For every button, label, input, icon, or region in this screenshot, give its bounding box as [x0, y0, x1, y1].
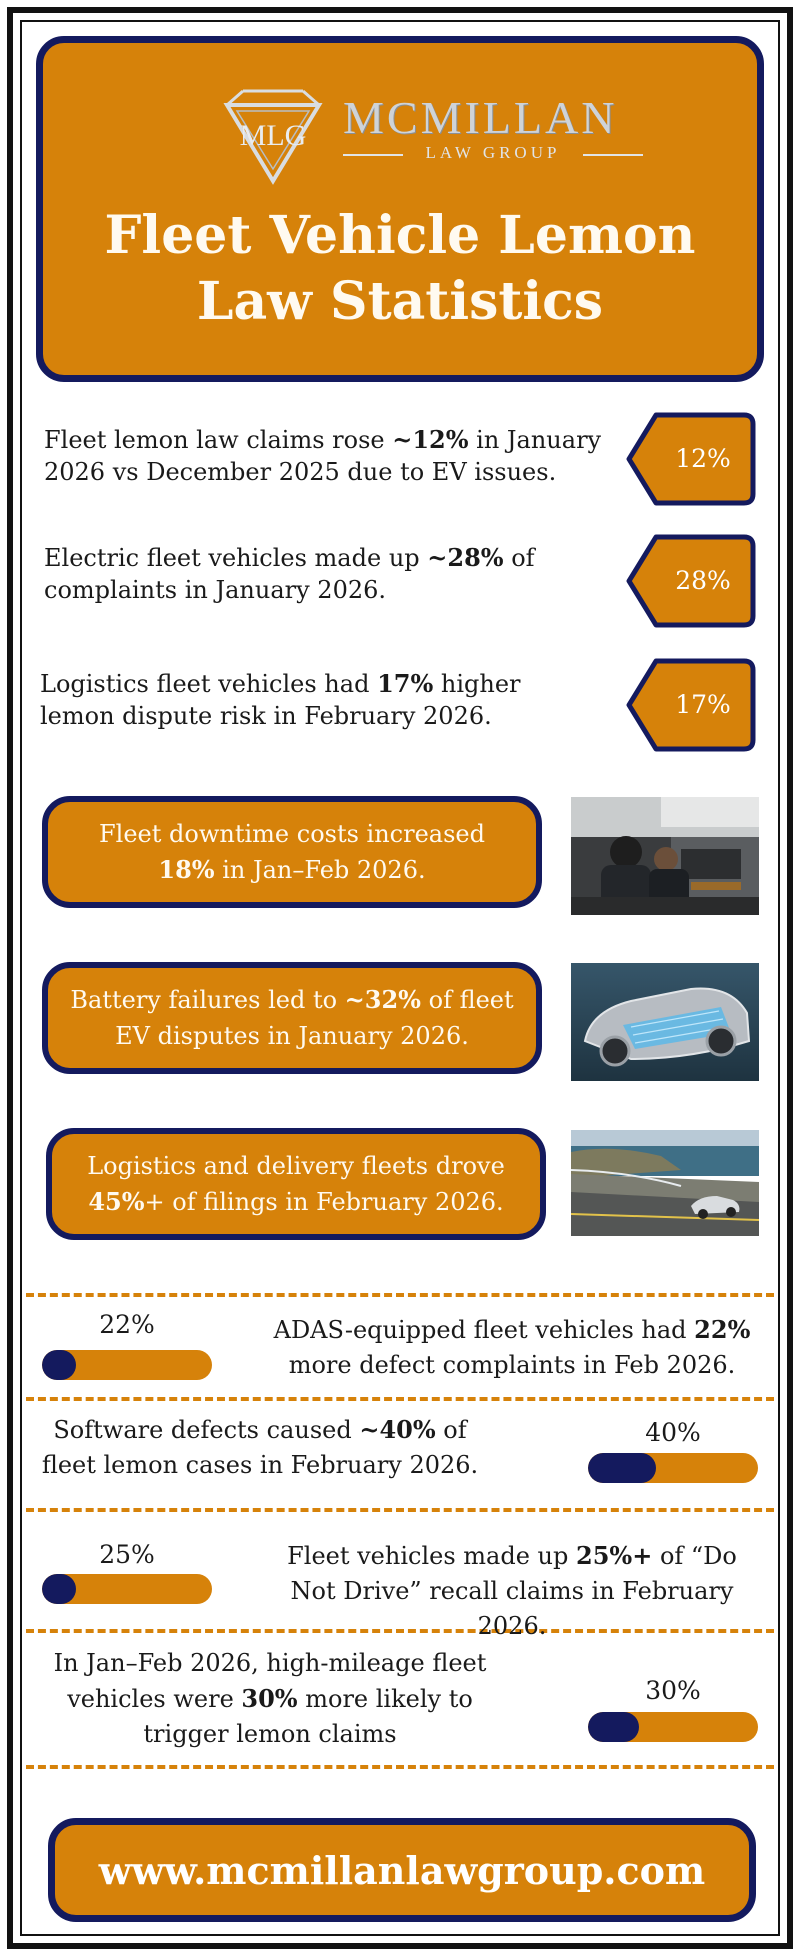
logo-divider-right — [583, 154, 643, 156]
stat-text-post: in January 2026 vs December 2025 due to … — [44, 426, 602, 486]
progress-bar — [588, 1712, 758, 1742]
bar-percent-label: 40% — [645, 1418, 701, 1447]
stat-row: Electric fleet vehicles made up ~28% of … — [40, 534, 780, 628]
tag-value: 17% — [675, 690, 731, 719]
inner-frame — [20, 20, 780, 1936]
title-line-1: Fleet Vehicle Lemon — [104, 205, 696, 266]
percent-tag: 28% — [626, 534, 756, 628]
pill-text-post: of fleet EV disputes in January 2026. — [115, 986, 514, 1050]
pill-text-bold: ~32% — [344, 985, 421, 1014]
pill-text-post: + of filings in February 2026. — [144, 1188, 504, 1216]
ev-battery-photo — [571, 963, 759, 1081]
progress-bar-fill — [588, 1712, 639, 1742]
pill-text-pre: Fleet downtime costs increased — [99, 820, 485, 848]
pill-text-bold: 18% — [158, 855, 215, 884]
stat-text-post: higher lemon dispute risk in February 20… — [40, 670, 521, 730]
stat-text: Electric fleet vehicles made up ~28% of … — [44, 542, 604, 606]
bar-percent-label: 30% — [645, 1676, 701, 1705]
outer-frame — [7, 7, 793, 1949]
divider — [26, 1397, 774, 1401]
divider — [26, 1765, 774, 1769]
progress-bar — [42, 1574, 212, 1604]
stat-text: Logistics fleet vehicles had 17% higher … — [40, 668, 600, 732]
bar-text-post: more defect complaints in Feb 2026. — [288, 1351, 736, 1379]
bar-text-post: more likely to trigger lemon claims — [143, 1685, 473, 1748]
stat-text-bold: 17% — [377, 669, 434, 698]
stat-text-pre: Logistics fleet vehicles had — [40, 670, 378, 698]
bar-text-post: of fleet lemon cases in February 2026. — [41, 1416, 479, 1479]
progress-bar-fill — [42, 1574, 76, 1604]
tag-value: 12% — [675, 444, 731, 473]
bar-stat-text: In Jan–Feb 2026, high-mileage fleet vehi… — [30, 1646, 510, 1752]
mechanics-photo — [571, 797, 759, 915]
percent-tag: 17% — [626, 658, 756, 752]
progress-bar — [588, 1453, 758, 1483]
bar-percent-label: 25% — [99, 1540, 155, 1569]
progress-bar-fill — [42, 1350, 76, 1380]
bar-text-bold: 22% — [694, 1315, 751, 1344]
mlg-shield-icon: MLG — [223, 83, 323, 193]
logo-divider-left — [343, 154, 403, 156]
progress-bar — [42, 1350, 212, 1380]
pill-text-pre: Logistics and delivery fleets drove — [87, 1152, 505, 1180]
stat-text-bold: ~12% — [392, 425, 469, 454]
pill-text-bold: 45% — [88, 1187, 145, 1216]
bar-stat-text: ADAS-equipped fleet vehicles had 22% mor… — [262, 1312, 762, 1383]
website-url-banner[interactable]: www.mcmillanlawgroup.com — [48, 1818, 756, 1922]
bar-text-bold: 25%+ — [576, 1541, 653, 1570]
stat-row: Fleet lemon law claims rose ~12% in Janu… — [40, 412, 780, 506]
divider — [26, 1508, 774, 1512]
stat-text-pre: Fleet lemon law claims rose — [44, 426, 393, 454]
brand-name: MCMILLAN — [343, 92, 618, 143]
divider — [26, 1293, 774, 1297]
bar-text-post: of “Do Not Drive” recall claims in Febru… — [290, 1542, 737, 1640]
progress-bar-fill — [588, 1453, 656, 1483]
brand-logo: MLG MCMILLAN LAW GROUP — [183, 83, 653, 193]
bar-text-pre: ADAS-equipped fleet vehicles had — [273, 1316, 695, 1344]
stat-pill: Fleet downtime costs increased 18% in Ja… — [42, 796, 542, 908]
stat-text: Fleet lemon law claims rose ~12% in Janu… — [44, 424, 604, 488]
coastal-road-photo — [571, 1130, 759, 1236]
bar-text-pre: In Jan–Feb 2026, high-mileage fleet vehi… — [53, 1649, 487, 1713]
title-line-2: Law Statistics — [196, 271, 604, 332]
bar-stat-text: Software defects caused ~40% of fleet le… — [40, 1412, 480, 1483]
website-url[interactable]: www.mcmillanlawgroup.com — [98, 1847, 706, 1893]
stat-pill: Battery failures led to ~32% of fleet EV… — [42, 962, 542, 1074]
brand-subtitle: LAW GROUP — [425, 143, 561, 162]
header-banner: MLG MCMILLAN LAW GROUP Fleet Vehicle Lem… — [36, 36, 764, 382]
tag-value: 28% — [675, 566, 731, 595]
page-title: Fleet Vehicle Lemon Law Statistics — [43, 203, 757, 335]
pill-text-post: in Jan–Feb 2026. — [214, 856, 426, 884]
bar-text-pre: Fleet vehicles made up — [287, 1542, 576, 1570]
percent-tag: 12% — [626, 412, 756, 506]
bar-text-pre: Software defects caused — [53, 1416, 360, 1444]
stat-row: Logistics fleet vehicles had 17% higher … — [40, 658, 780, 752]
stat-pill: Logistics and delivery fleets drove 45%+… — [46, 1128, 546, 1240]
bar-stat-text: Fleet vehicles made up 25%+ of “Do Not D… — [262, 1538, 762, 1644]
logo-initials: MLG — [240, 119, 307, 152]
bar-text-bold: 30% — [241, 1684, 298, 1713]
bar-text-bold: ~40% — [359, 1415, 436, 1444]
pill-text-pre: Battery failures led to — [70, 986, 345, 1014]
bar-percent-label: 22% — [99, 1310, 155, 1339]
stat-text-pre: Electric fleet vehicles made up — [44, 544, 428, 572]
stat-text-post: of complaints in January 2026. — [44, 544, 535, 604]
divider — [26, 1629, 774, 1633]
stat-text-bold: ~28% — [427, 543, 504, 572]
